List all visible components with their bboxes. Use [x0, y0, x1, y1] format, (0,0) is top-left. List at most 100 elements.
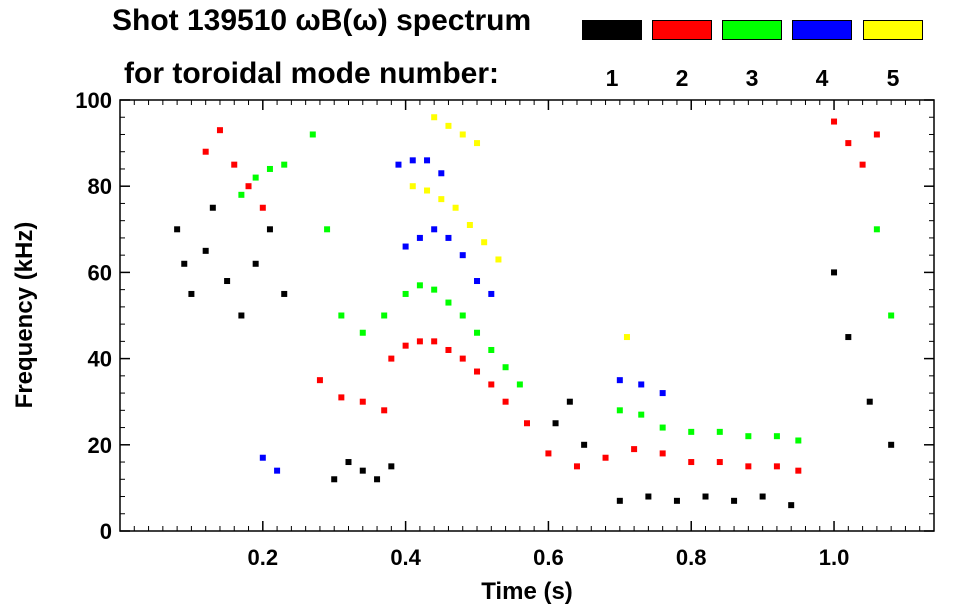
chart-subtitle: for toroidal mode number:	[124, 57, 499, 90]
series-3-point-14	[459, 312, 466, 319]
series-5-point-3	[438, 196, 445, 203]
series-2-point-28	[773, 463, 780, 470]
series-1-point-1	[174, 226, 181, 233]
series-1-point-9	[266, 226, 273, 233]
series-4-point-16	[274, 467, 281, 474]
series-3-point-10	[402, 290, 409, 297]
legend-swatch-2	[652, 20, 712, 40]
y-tick-label: 100	[75, 88, 112, 113]
y-tick-label: 20	[88, 433, 112, 458]
series-2-point-7	[338, 394, 345, 401]
series-1-point-5	[209, 204, 216, 211]
series-2-point-18	[502, 398, 509, 405]
x-tick-label: 1.0	[819, 545, 850, 570]
series-1-point-14	[374, 476, 381, 483]
series-2-point-6	[316, 377, 323, 384]
series-2-point-9	[381, 407, 388, 414]
series-4-point-4	[445, 234, 452, 241]
series-4-point-13	[638, 381, 645, 388]
series-4-point-2	[416, 234, 423, 241]
series-3-point-16	[488, 346, 495, 353]
series-4-point-14	[659, 390, 666, 397]
series-2-point-25	[688, 459, 695, 466]
series-2-point-20	[545, 450, 552, 457]
legend-label-4: 4	[815, 65, 829, 91]
y-tick-label: 40	[88, 347, 112, 372]
series-1-point-26	[831, 269, 838, 276]
series-3-point-9	[381, 312, 388, 319]
series-3-point-25	[773, 433, 780, 440]
series-3-point-18	[516, 381, 523, 388]
series-3-point-8	[359, 329, 366, 336]
series-5-point-9	[445, 122, 452, 129]
series-5-point-7	[495, 256, 502, 263]
series-1-point-4	[202, 247, 209, 254]
series-4-point-15	[259, 454, 266, 461]
series-2-point-24	[659, 450, 666, 457]
series-5-point-5	[466, 221, 473, 228]
series-5-point-12	[623, 334, 630, 341]
series-5-point-1	[409, 183, 416, 190]
plot-marks	[174, 114, 895, 509]
series-1-point-21	[673, 497, 680, 504]
y-tick-label: 0	[100, 519, 112, 544]
series-3-point-11	[416, 282, 423, 289]
series-3-point-23	[716, 428, 723, 435]
series-3-point-7	[338, 312, 345, 319]
legend-swatch-3	[722, 20, 782, 40]
x-axis-label: Time (s)	[481, 578, 573, 605]
series-3-point-17	[502, 364, 509, 371]
x-tick-label: 0.8	[676, 545, 707, 570]
series-2-point-30	[831, 118, 838, 125]
series-2-point-26	[716, 459, 723, 466]
series-3-point-1	[238, 191, 245, 198]
series-2-point-22	[602, 454, 609, 461]
series-2-point-19	[524, 420, 530, 427]
series-1-point-19	[616, 497, 623, 504]
series-2-point-5	[259, 204, 266, 211]
legend-label-3: 3	[745, 65, 759, 91]
series-1-point-17	[566, 398, 573, 405]
series-1-point-6	[224, 278, 231, 285]
series-1-point-11	[331, 476, 338, 483]
series-1-point-22	[702, 493, 709, 500]
series-2-point-8	[359, 398, 366, 405]
series-1-point-24	[759, 493, 766, 500]
series-2-point-29	[795, 467, 802, 474]
series-2-point-4	[245, 183, 252, 190]
legend-label-2: 2	[675, 65, 689, 91]
legend-swatch-5	[863, 20, 923, 40]
series-4-point-3	[431, 226, 438, 233]
series-5-point-10	[459, 131, 466, 138]
series-3-point-5	[309, 131, 316, 138]
series-1-point-12	[345, 459, 352, 466]
series-3-point-22	[688, 428, 695, 435]
x-tick-label: 0.2	[248, 545, 279, 570]
series-2-point-15	[459, 355, 466, 362]
legend-swatch-1	[582, 20, 642, 40]
series-2-point-27	[745, 463, 752, 470]
series-3-point-15	[474, 329, 481, 336]
series-3-point-28	[888, 312, 895, 319]
series-1-point-15	[388, 463, 395, 470]
x-tick-label: 0.6	[533, 545, 564, 570]
series-4-point-12	[616, 377, 623, 384]
series-1-point-16	[552, 420, 559, 427]
series-2-point-2	[216, 127, 223, 134]
series-2-point-13	[431, 338, 438, 345]
series-1-point-20	[645, 493, 652, 500]
series-2-point-17	[488, 381, 495, 388]
series-1-point-8	[252, 260, 259, 267]
series-5-point-6	[481, 239, 488, 246]
series-4-point-5	[459, 252, 466, 259]
y-tick-label: 80	[88, 174, 112, 199]
legend-label-1: 1	[605, 65, 619, 91]
series-1-point-18	[581, 441, 588, 448]
series-1-point-2	[181, 260, 188, 267]
series-1-point-27	[845, 334, 852, 341]
series-3-point-13	[445, 299, 452, 306]
series-4-point-8	[395, 161, 402, 168]
series-1-point-13	[359, 467, 366, 474]
series-2-point-32	[859, 161, 866, 168]
